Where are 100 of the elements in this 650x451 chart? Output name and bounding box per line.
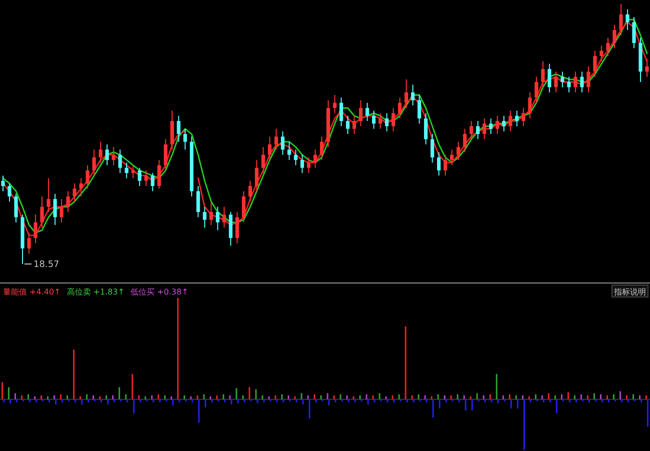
candlestick <box>320 136 324 160</box>
candlestick <box>105 144 109 166</box>
candlestick <box>606 37 610 56</box>
candlestick <box>626 8 630 30</box>
candlestick <box>202 206 206 228</box>
candlestick <box>437 152 441 176</box>
candlestick <box>79 178 83 197</box>
candlestick <box>14 193 18 223</box>
candlestick <box>515 110 519 127</box>
candlestick <box>124 162 128 179</box>
candlestick <box>86 164 90 190</box>
candlestick <box>508 110 512 132</box>
candlestick <box>170 110 174 150</box>
candlestick <box>313 149 318 168</box>
candlestick <box>619 4 623 36</box>
candlestick <box>66 190 70 212</box>
text: 指标说明 <box>613 288 646 296</box>
candlestick <box>254 160 258 192</box>
candlestick <box>444 154 448 176</box>
candlestick <box>372 110 376 130</box>
candlestick <box>183 128 187 150</box>
candlestick <box>404 78 408 108</box>
candlestick <box>34 214 38 244</box>
candlestick <box>586 66 590 93</box>
candlestick <box>365 102 370 122</box>
candlestick <box>248 180 252 202</box>
candlestick <box>196 186 200 218</box>
candlestick <box>612 24 616 49</box>
candlestick <box>385 112 389 132</box>
candlestick <box>209 201 213 226</box>
candlestick <box>339 97 344 127</box>
candlestick <box>72 182 76 202</box>
candlestick <box>235 212 239 244</box>
candlestick <box>294 149 298 166</box>
candlestick <box>268 136 272 160</box>
candlestick <box>482 118 486 140</box>
candlestick <box>332 94 337 114</box>
candlestick <box>358 100 363 127</box>
candlestick <box>456 141 460 160</box>
candlestick <box>164 138 168 171</box>
candlestick <box>574 71 578 93</box>
candlestick <box>176 115 180 142</box>
candlestick <box>489 118 493 134</box>
candlestick <box>580 71 584 93</box>
text: 低位买 +0.38↑ <box>130 288 188 296</box>
annotation: 18.57 <box>34 260 60 270</box>
candlestick <box>392 108 396 132</box>
candlestick <box>418 94 422 124</box>
candlestick <box>98 141 102 164</box>
candlestick <box>502 115 506 132</box>
candlestick <box>593 50 597 78</box>
candlestick <box>112 146 116 166</box>
candlestick <box>222 206 226 228</box>
candlestick <box>398 97 402 119</box>
candlestick <box>228 212 232 246</box>
candlestick <box>46 178 50 212</box>
candlestick <box>261 146 265 174</box>
candlestick <box>450 149 454 166</box>
candlestick <box>242 190 246 223</box>
candlestick <box>144 170 148 186</box>
text: 量能值 +4.40↑ <box>3 288 61 296</box>
candlestick <box>534 76 538 104</box>
candlestick <box>600 45 604 62</box>
candlestick <box>411 84 415 106</box>
candlestick <box>280 130 285 156</box>
candlestick <box>470 120 474 140</box>
candlestick <box>27 232 31 254</box>
candlestick <box>346 115 350 134</box>
text: 高位卖 +1.83↑ <box>66 288 125 296</box>
candlestick <box>300 154 304 174</box>
candlestick <box>424 112 428 145</box>
candlestick <box>430 134 434 164</box>
candlestick <box>567 76 571 93</box>
candlestick <box>528 92 532 119</box>
candlestick <box>632 16 636 49</box>
candlestick <box>306 156 311 174</box>
candlestick <box>496 115 500 134</box>
candlestick <box>463 128 467 153</box>
candlestick <box>8 182 12 202</box>
candlestick <box>150 172 154 192</box>
candlestick <box>92 149 96 176</box>
candlestick <box>560 71 564 88</box>
candlestick <box>216 206 220 231</box>
candlestick <box>378 112 382 130</box>
candlestick <box>352 115 356 134</box>
candlestick <box>60 198 64 223</box>
candlestick <box>157 160 161 190</box>
candlestick <box>548 63 552 93</box>
candlestick <box>554 71 558 93</box>
candlestick <box>274 128 278 150</box>
candlestick <box>541 60 545 88</box>
candlestick <box>118 149 122 174</box>
candlestick <box>53 193 57 226</box>
candlestick <box>138 167 142 186</box>
candlestick <box>476 120 480 140</box>
candlestick <box>1 175 5 192</box>
candlestick <box>522 108 526 127</box>
candlestick <box>645 58 649 78</box>
candlestick <box>287 141 292 160</box>
candlestick <box>131 164 135 179</box>
